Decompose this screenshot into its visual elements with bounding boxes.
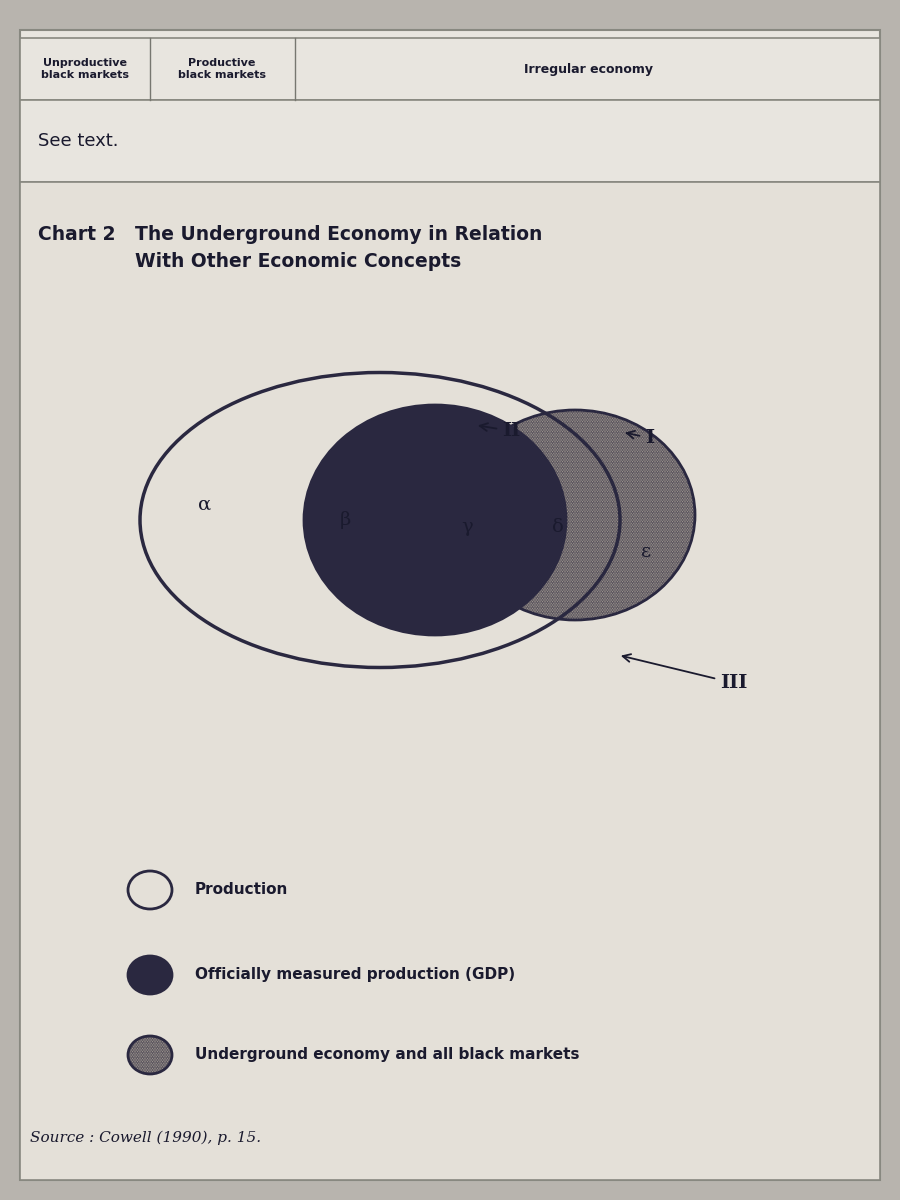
Text: III: III	[623, 654, 747, 692]
Ellipse shape	[128, 956, 172, 994]
Text: γ: γ	[461, 518, 472, 536]
Text: Underground economy and all black markets: Underground economy and all black market…	[195, 1048, 580, 1062]
Text: Production: Production	[195, 882, 288, 898]
Bar	[20, 182, 880, 1180]
Text: Productive
black markets: Productive black markets	[178, 58, 266, 80]
Text: Irregular economy: Irregular economy	[524, 62, 652, 76]
Text: α: α	[198, 496, 212, 514]
Ellipse shape	[304, 404, 566, 635]
Text: ε: ε	[641, 542, 651, 560]
Text: I: I	[626, 428, 654, 446]
Bar	[20, 100, 880, 182]
Text: β: β	[339, 511, 351, 529]
Text: Officially measured production (GDP): Officially measured production (GDP)	[195, 967, 515, 983]
Text: See text.: See text.	[38, 132, 119, 150]
Ellipse shape	[455, 410, 695, 620]
Text: The Underground Economy in Relation: The Underground Economy in Relation	[135, 226, 543, 244]
Ellipse shape	[128, 1036, 172, 1074]
Text: II: II	[480, 422, 520, 440]
Text: Unproductive
black markets: Unproductive black markets	[41, 58, 129, 80]
Bar	[20, 38, 880, 100]
Text: Chart 2: Chart 2	[38, 226, 115, 244]
Text: Source : Cowell (1990), p. 15.: Source : Cowell (1990), p. 15.	[30, 1130, 261, 1145]
Text: δ: δ	[552, 518, 564, 536]
Text: With Other Economic Concepts: With Other Economic Concepts	[135, 252, 461, 271]
